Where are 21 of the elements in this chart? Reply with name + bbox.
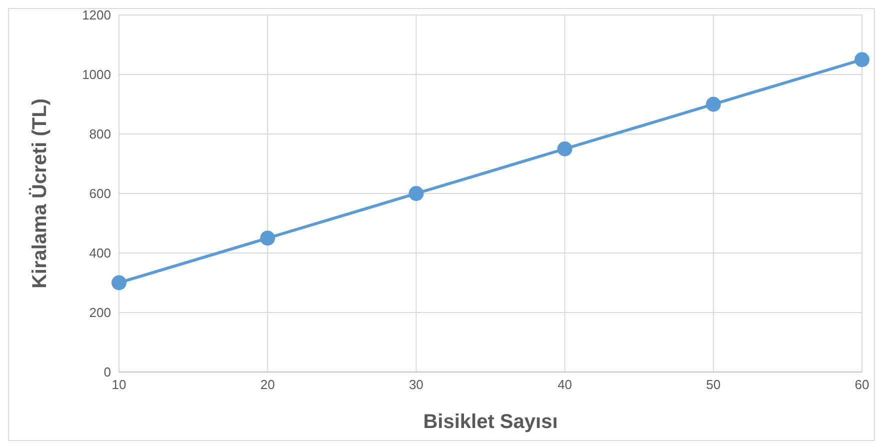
- point: [557, 141, 572, 156]
- y-tick-label: 200: [89, 305, 111, 320]
- x-tick-label: 20: [260, 377, 275, 392]
- point: [408, 186, 424, 201]
- y-tick-label: 0: [104, 364, 111, 380]
- y-tick-label: 400: [89, 246, 111, 261]
- x-tick-label: 40: [558, 377, 572, 392]
- y-tick-label: 600: [89, 186, 111, 202]
- point: [260, 230, 276, 246]
- x-tick-label: 30: [408, 377, 424, 392]
- point: [706, 96, 721, 112]
- y-tick-label: 1200: [82, 8, 111, 23]
- point: [854, 52, 870, 68]
- x-axis-title: Bisiklet Sayısı: [423, 411, 558, 433]
- y-tick-label: 1000: [82, 67, 111, 82]
- x-tick-label: 10: [112, 377, 126, 392]
- x-tick-label: 50: [706, 377, 721, 392]
- y-axis-title: Kiralama Ücreti (TL): [28, 98, 52, 289]
- point: [112, 275, 126, 290]
- y-tick-label: 800: [89, 126, 111, 142]
- x-tick-label: 60: [854, 377, 870, 392]
